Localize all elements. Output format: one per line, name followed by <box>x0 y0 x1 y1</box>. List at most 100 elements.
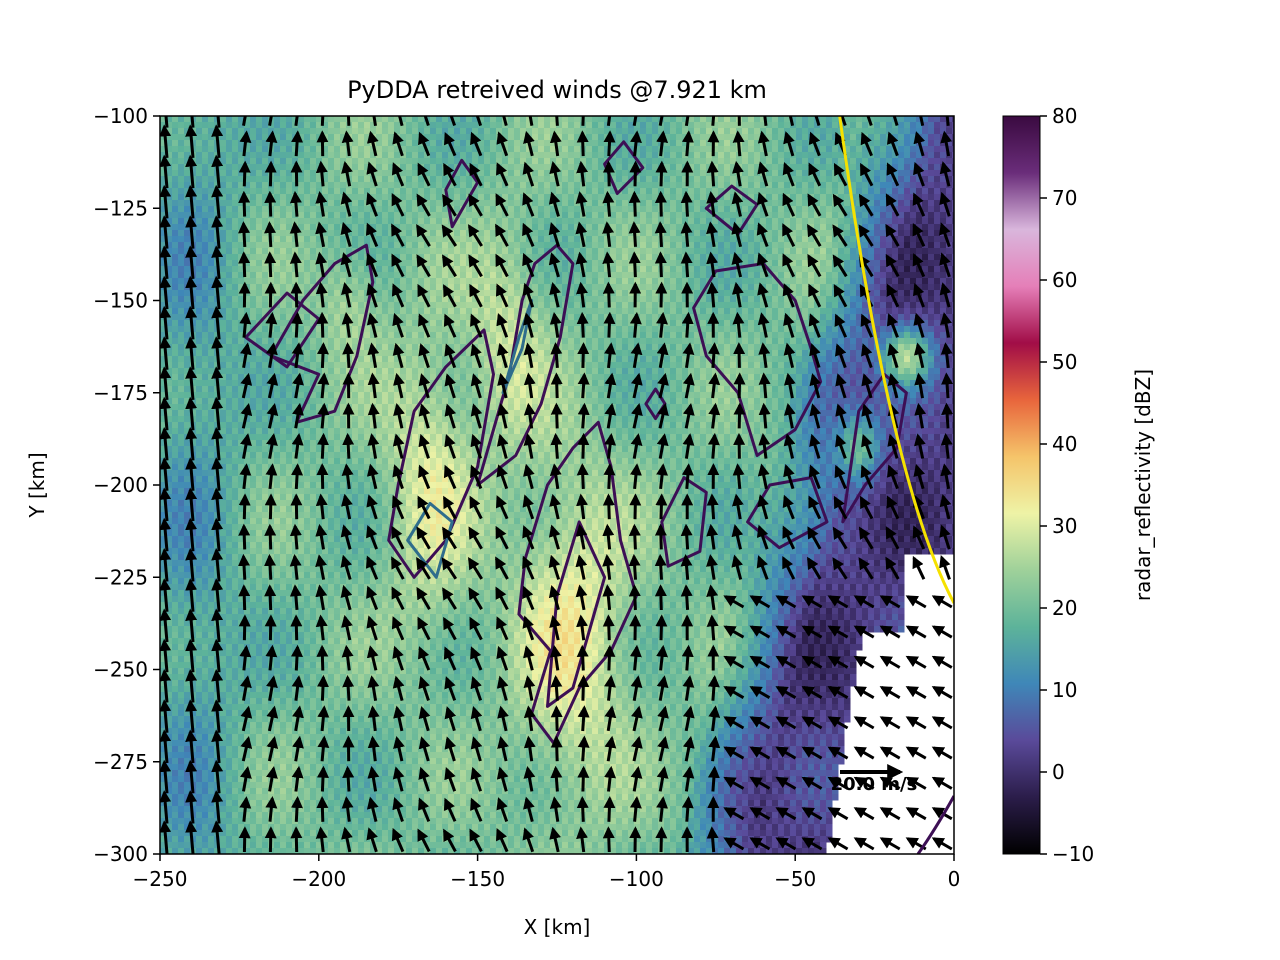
wind-vector <box>398 116 404 127</box>
wind-vector <box>913 463 926 490</box>
wind-vector <box>315 584 328 611</box>
wind-vector <box>418 433 430 459</box>
wind-vector <box>393 735 405 762</box>
wind-vector <box>444 676 457 701</box>
wind-vector <box>602 221 615 247</box>
wind-vector <box>603 644 616 671</box>
wind-vector <box>160 396 172 431</box>
wind-vector <box>723 837 745 851</box>
wind-vector <box>291 463 304 489</box>
wind-vector <box>576 160 589 187</box>
wind-vector <box>879 807 901 821</box>
wind-vector <box>341 130 354 157</box>
wind-vector <box>577 705 590 732</box>
y-axis: −100 −125 −150 −175 −200 −225 −250 −275 −300 <box>93 104 160 866</box>
wind-vector <box>316 674 329 701</box>
wind-vector <box>832 224 848 247</box>
wind-vector <box>470 736 483 762</box>
wind-vector <box>914 372 927 399</box>
wind-vector <box>832 526 848 550</box>
contour-line <box>603 140 645 195</box>
wind-vector <box>340 221 353 248</box>
wind-vector <box>240 403 253 429</box>
wind-vector <box>832 557 848 580</box>
reflectivity-heatmap <box>160 116 954 854</box>
wind-vector <box>656 342 669 369</box>
wind-vector <box>809 403 822 429</box>
wind-vector <box>775 595 797 609</box>
wind-vector <box>758 372 771 399</box>
wind-vector <box>749 686 771 699</box>
wind-vector <box>444 343 457 369</box>
wind-vector <box>496 313 509 338</box>
wind-vector <box>366 161 378 187</box>
wind-vector <box>827 837 849 851</box>
wind-vector <box>576 614 589 641</box>
wind-vector <box>629 311 642 338</box>
wind-vector <box>656 675 669 701</box>
wind-vector <box>577 765 590 792</box>
wind-vector <box>160 245 172 280</box>
wind-vector <box>160 517 172 552</box>
wind-vector <box>706 523 719 550</box>
wind-vector <box>265 463 278 490</box>
wind-vector <box>731 251 744 278</box>
wind-vector <box>657 735 669 762</box>
wind-vector <box>240 735 253 762</box>
wind-vector <box>523 463 535 490</box>
wind-vector <box>442 587 457 610</box>
wind-vector <box>602 523 615 550</box>
wind-vector <box>367 765 380 792</box>
wind-vector <box>239 130 252 157</box>
wind-vector <box>631 403 643 429</box>
wind-vector <box>292 735 304 762</box>
wind-vector <box>416 193 431 217</box>
wind-vector <box>417 616 431 641</box>
wind-vector <box>341 160 353 187</box>
wind-vector <box>417 646 431 671</box>
wind-vector <box>391 525 405 550</box>
wind-vector <box>366 615 378 641</box>
wind-vector <box>905 655 927 669</box>
wind-vector <box>832 254 848 278</box>
wind-vector <box>469 616 483 641</box>
wind-vector <box>912 525 926 550</box>
wind-vector <box>292 372 304 399</box>
wind-vector <box>905 595 927 609</box>
wind-vector <box>442 526 457 550</box>
wind-vector <box>723 776 745 790</box>
wind-vector <box>809 373 822 399</box>
wind-vector <box>160 759 172 794</box>
wind-vector <box>886 162 900 187</box>
wind-vector <box>708 402 721 429</box>
wind-vector <box>317 705 330 732</box>
wind-vector <box>940 433 953 459</box>
wind-vector <box>757 161 769 187</box>
wind-vector <box>367 342 380 369</box>
x-tick-label: −250 <box>133 867 188 891</box>
wind-vector <box>861 343 873 369</box>
wind-vector <box>523 372 536 399</box>
wind-vector <box>885 556 900 580</box>
wind-vector <box>656 433 669 459</box>
colorbar-tick-label: 0 <box>1052 760 1065 784</box>
wind-vector <box>315 221 327 248</box>
wind-vector <box>782 283 795 308</box>
wind-vector <box>681 130 694 157</box>
wind-vector <box>239 342 252 369</box>
wind-vector <box>757 312 770 338</box>
wind-vector <box>656 130 669 157</box>
wind-vector <box>266 766 278 792</box>
wind-vector <box>723 625 745 639</box>
wind-vector <box>655 160 668 187</box>
wind-vector <box>185 366 198 401</box>
wind-vector <box>266 705 279 732</box>
wind-vector <box>723 716 745 730</box>
wind-vector <box>808 283 822 308</box>
wind-vector <box>602 584 615 611</box>
wind-vector <box>654 251 667 278</box>
wind-vector <box>367 402 380 429</box>
wind-vector <box>185 396 198 431</box>
wind-vector <box>289 251 302 278</box>
wind-vector <box>366 796 379 822</box>
